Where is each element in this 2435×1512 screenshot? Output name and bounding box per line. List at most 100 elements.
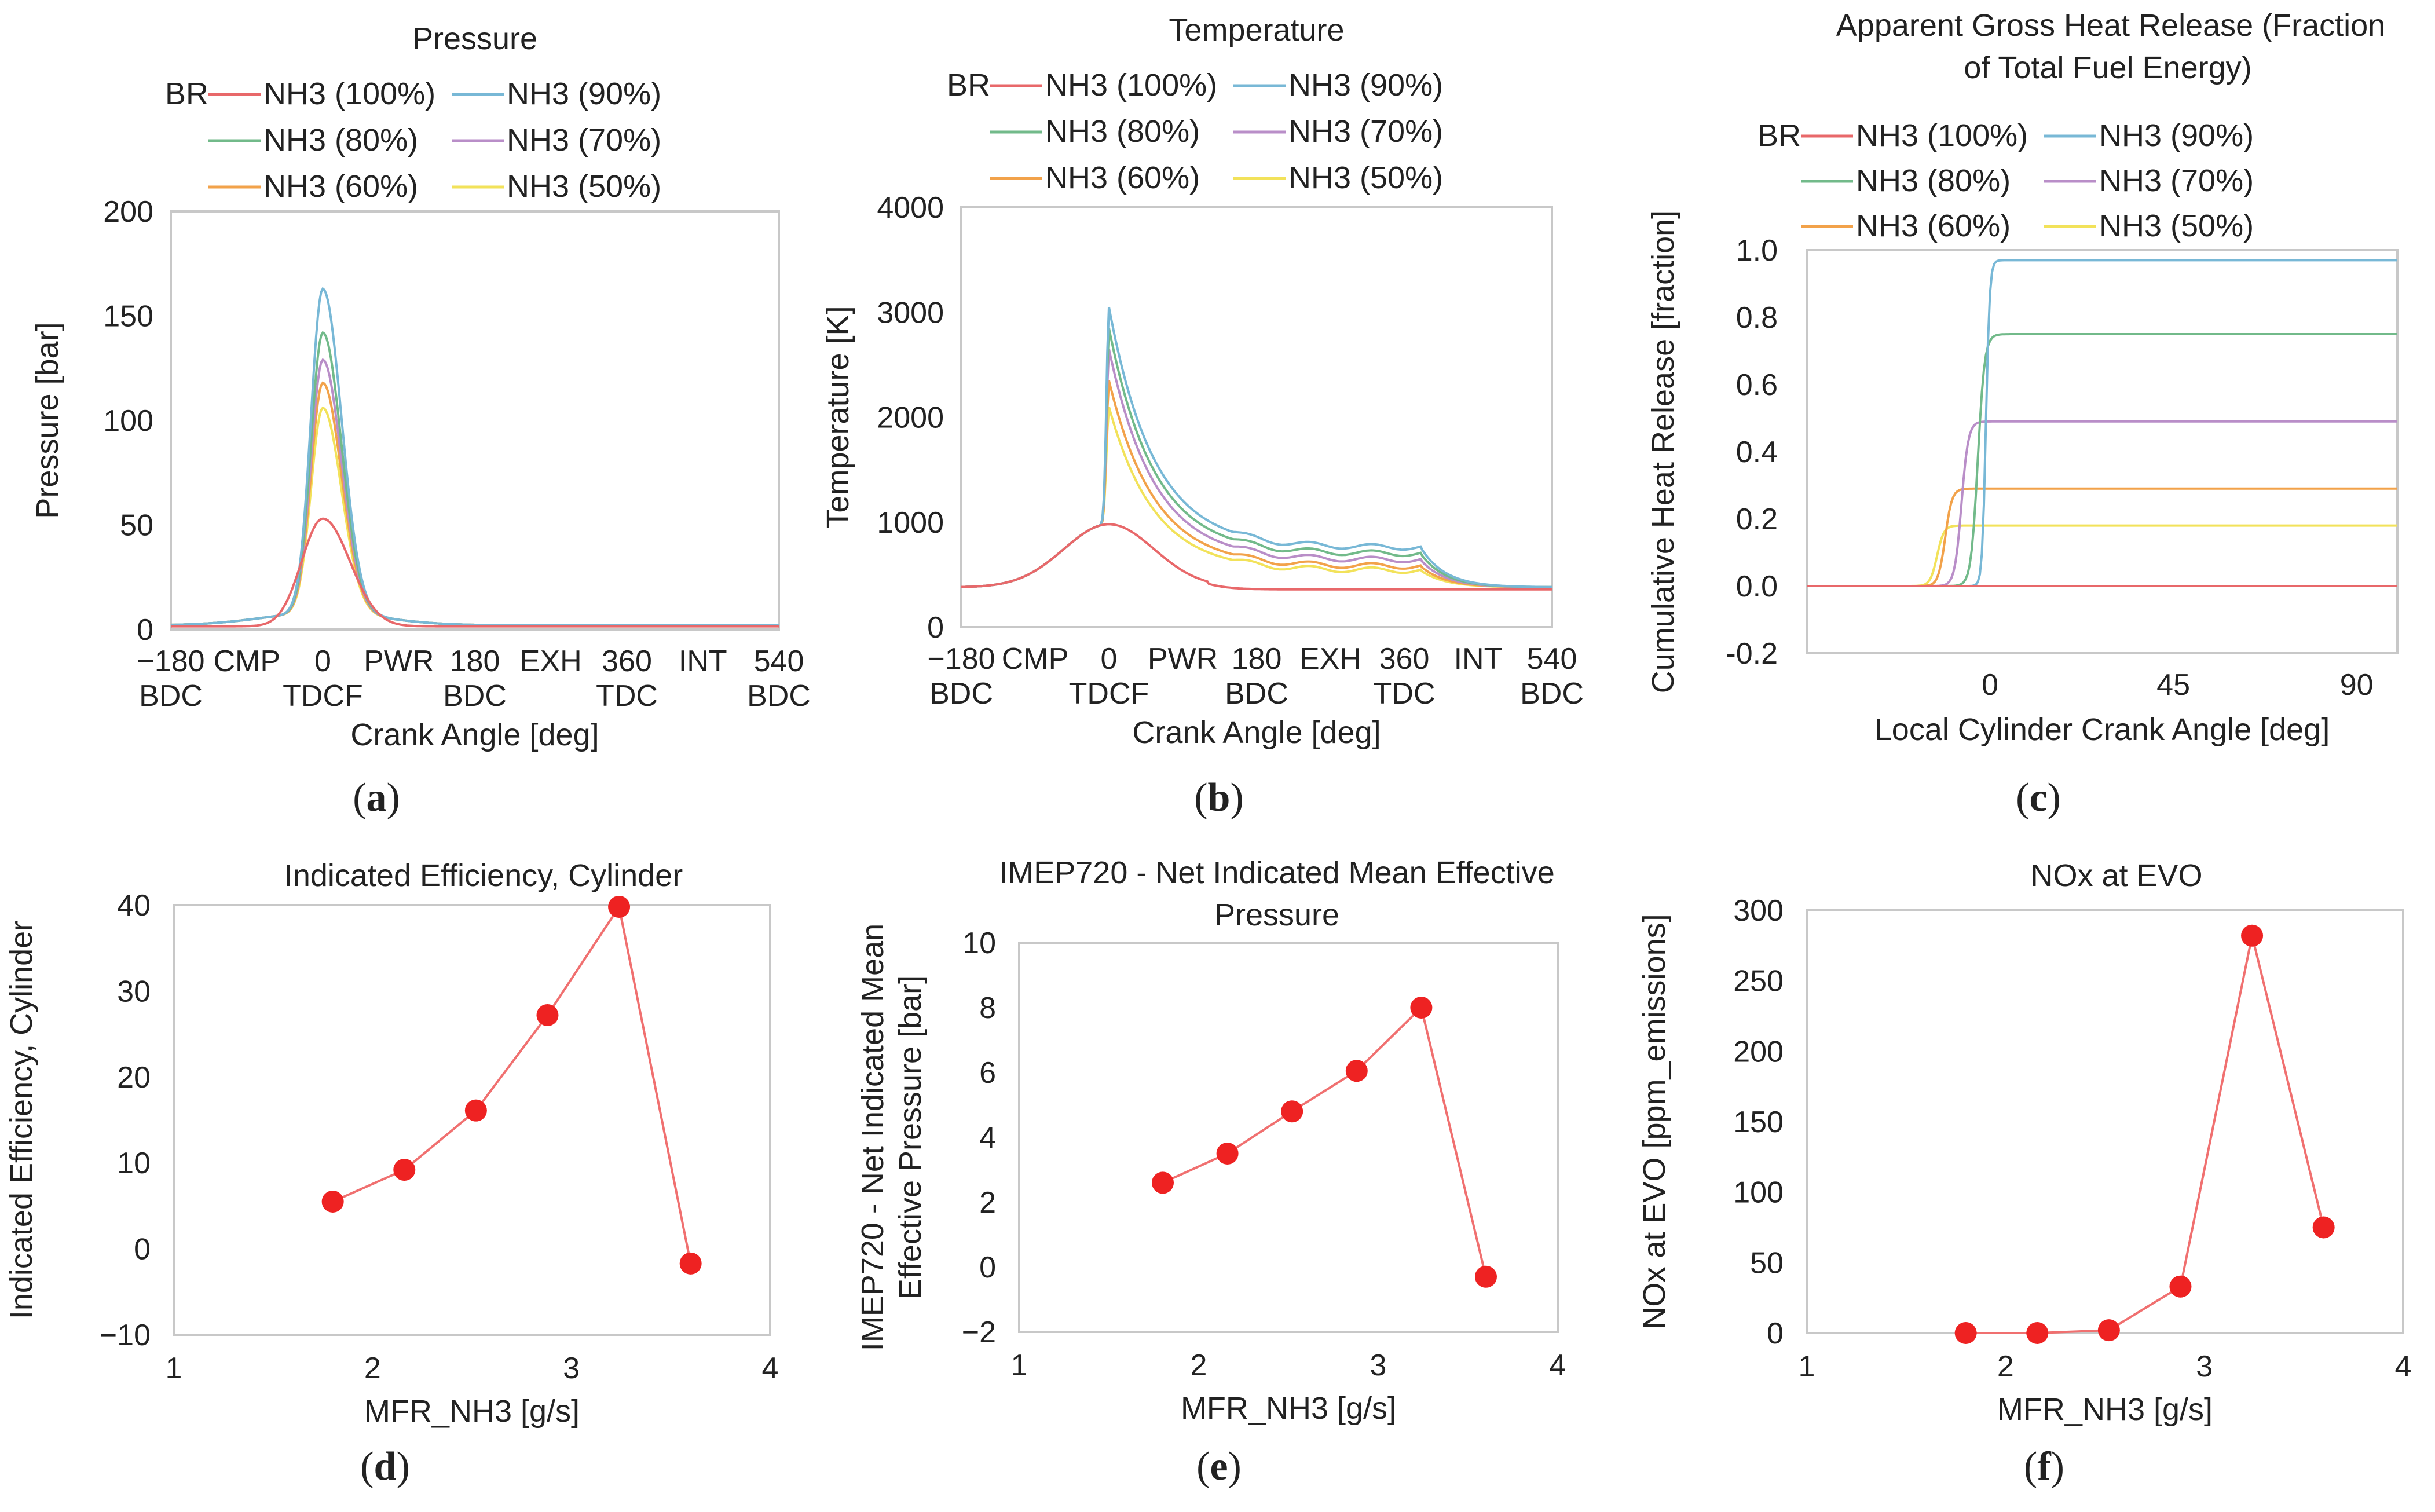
y-tick-label: 4 — [979, 1121, 996, 1155]
legend-label: NH3 (50%) — [507, 169, 661, 204]
y-tick-label: 100 — [103, 404, 153, 438]
y-tick-label: 0 — [979, 1251, 996, 1284]
panel-caption-e: (e) — [1196, 1444, 1242, 1489]
x-tick-label: TDC — [596, 679, 658, 713]
y-tick-label: 50 — [1750, 1246, 1784, 1280]
x-tick-label: INT — [1454, 642, 1503, 676]
x-tick-label: BDC — [443, 679, 507, 713]
x-tick-label: 0 — [314, 645, 331, 678]
x-tick-label: CMP — [213, 645, 280, 678]
x-tick-label: BDC — [1520, 677, 1584, 711]
x-tick-label: 1 — [166, 1352, 182, 1385]
y-tick-label: 150 — [1733, 1105, 1784, 1139]
chart-title: NOx at EVO — [2030, 858, 2202, 893]
x-tick-label: BDC — [929, 677, 993, 711]
panel-caption-d: (d) — [360, 1444, 410, 1489]
plot-frame — [1806, 249, 2399, 654]
x-tick-label: BDC — [139, 679, 203, 713]
x-tick-label: CMP — [1002, 642, 1069, 676]
data-point — [2312, 1216, 2335, 1239]
x-tick-label: TDCF — [1069, 677, 1149, 711]
x-tick-label: 2 — [1997, 1350, 2014, 1383]
y-tick-label: 200 — [1733, 1035, 1784, 1068]
y-axis-label: NOx at EVO [ppm_emissions] — [1637, 914, 1672, 1329]
y-tick-label: 4000 — [877, 191, 944, 225]
legend-c: NH3 (100%) NH3 (90%) NH3 (80%) NH3 (70%) NH3… — [1757, 118, 2254, 243]
legend-label: NH3 (70%) — [1288, 114, 1443, 149]
y-tick-label: 250 — [1733, 965, 1784, 998]
series-line — [170, 331, 779, 627]
x-axis-label: MFR_NH3 [g/s] — [1181, 1391, 1396, 1426]
y-axis-label: Pressure [bar] — [30, 322, 65, 518]
y-tick-label: 1.0 — [1736, 234, 1778, 268]
x-tick-label: 3 — [1370, 1349, 1387, 1382]
x-tick-label: EXH — [520, 645, 582, 678]
x-tick-label: INT — [679, 645, 727, 678]
series-line — [961, 523, 1552, 591]
legend-label: NH3 (60%) — [1045, 160, 1200, 195]
series-line — [961, 349, 1552, 588]
data-point — [2241, 924, 2264, 947]
plot-frame — [173, 904, 771, 1336]
legend-label: NH3 (80%) — [1856, 163, 2011, 198]
series-line — [170, 406, 779, 627]
y-axis-label: Effective Pressure [bar] — [893, 975, 928, 1299]
chart-title: IMEP720 - Net Indicated Mean Effective — [999, 855, 1555, 890]
x-tick-label: 4 — [2395, 1350, 2412, 1383]
panel-caption-b: (b) — [1194, 775, 1244, 820]
chart-title: Apparent Gross Heat Release (Fraction — [1836, 8, 2385, 43]
chart-title: Pressure — [412, 21, 537, 56]
legend-label: NH3 (50%) — [1288, 160, 1443, 195]
legend-label: NH3 (80%) — [1045, 114, 1200, 149]
y-tick-label: 10 — [117, 1147, 151, 1180]
legend-label: NH3 (90%) — [2099, 118, 2254, 153]
panel-b: 0 1000 2000 3000 4000 −180 CMP 0 PWR 180 EXH 360 INT… — [821, 13, 1584, 750]
y-tick-label: -0.2 — [1726, 637, 1778, 671]
x-tick-label: −180 — [137, 645, 204, 678]
y-tick-label: 200 — [103, 195, 153, 229]
x-axis-label: Local Cylinder Crank Angle [deg] — [1874, 712, 2330, 747]
panel-caption-c: (c) — [2016, 775, 2061, 820]
y-axis-label: Indicated Efficiency, Cylinder — [4, 921, 39, 1319]
data-point — [679, 1252, 702, 1275]
y-tick-label: 0 — [927, 611, 944, 645]
x-axis-label: MFR_NH3 [g/s] — [364, 1394, 580, 1429]
x-tick-label: 3 — [2196, 1350, 2213, 1383]
series-line — [170, 381, 779, 627]
plot-frame — [1018, 942, 1559, 1333]
panel-caption-a: (a) — [353, 775, 400, 820]
x-tick-label: −180 — [927, 642, 995, 676]
chart-title: Indicated Efficiency, Cylinder — [284, 858, 683, 893]
data-point — [1475, 1265, 1497, 1288]
data-point — [2169, 1275, 2192, 1298]
legend-label: NH3 (50%) — [2099, 208, 2254, 243]
y-tick-label: 6 — [979, 1056, 996, 1090]
legend-prefix: BR — [165, 76, 208, 111]
legend-label: NH3 (90%) — [507, 76, 661, 111]
y-tick-label: 50 — [120, 509, 153, 543]
y-tick-label: 0.2 — [1736, 503, 1778, 536]
y-tick-label: 20 — [117, 1061, 151, 1094]
data-point — [536, 1004, 559, 1026]
series-line — [961, 380, 1552, 588]
y-tick-label: 1000 — [877, 506, 944, 540]
y-tick-label: −2 — [962, 1316, 996, 1349]
x-tick-label: EXH — [1299, 642, 1361, 676]
x-tick-label: PWR — [364, 645, 434, 678]
x-tick-label: 45 — [2156, 668, 2190, 702]
x-tick-label: 540 — [754, 645, 804, 678]
x-tick-label: 2 — [1191, 1349, 1207, 1382]
chart-title: Temperature — [1169, 13, 1344, 47]
x-tick-label: TDCF — [283, 679, 363, 713]
series-line — [1807, 333, 2397, 587]
x-tick-label: 180 — [450, 645, 500, 678]
x-tick-label: 1 — [1011, 1349, 1028, 1382]
legend-label: NH3 (60%) — [1856, 208, 2011, 243]
plot-frame — [960, 206, 1553, 628]
legend-b: NH3 (100%) NH3 (90%) NH3 (80%) NH3 (70%) NH3… — [947, 68, 1443, 195]
data-point — [1345, 1060, 1368, 1082]
x-tick-label: 0 — [1101, 642, 1118, 676]
